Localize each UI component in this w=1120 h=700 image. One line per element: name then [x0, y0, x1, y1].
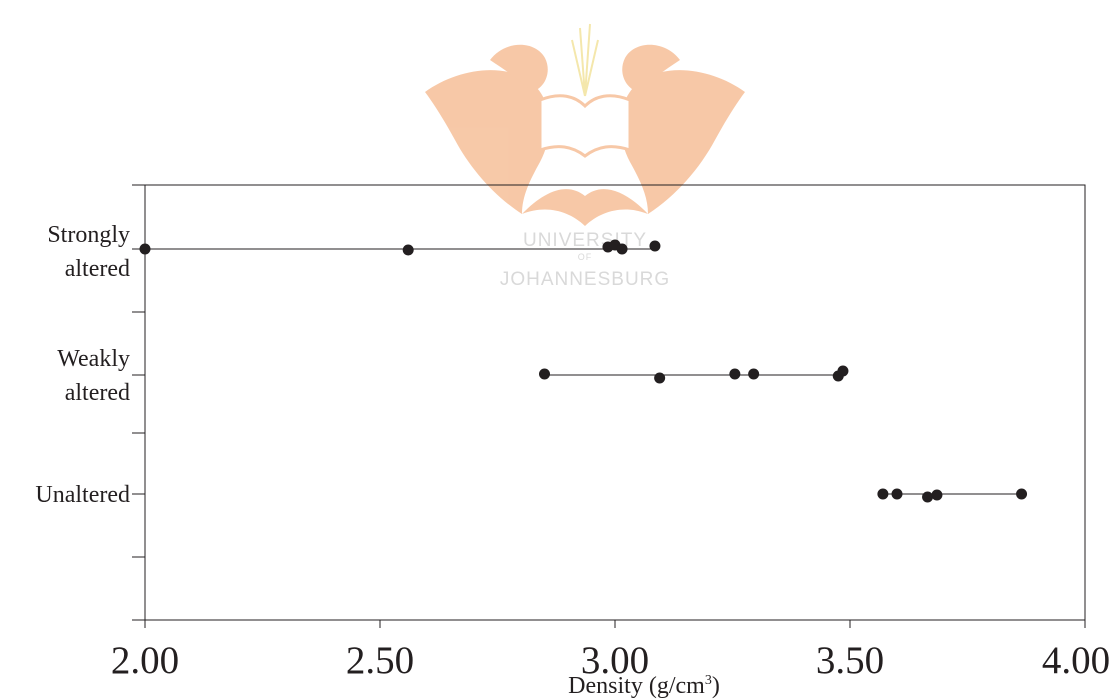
x-tick-label-3.50: 3.50 [816, 639, 884, 682]
data-point [402, 244, 414, 256]
data-point [729, 368, 741, 380]
emblem-left-wing [425, 70, 550, 214]
x-axis-title-suffix: ) [712, 673, 720, 699]
data-point [922, 491, 934, 503]
emblem-book [538, 94, 632, 158]
watermark-university-text: UNIVERSITY [523, 230, 647, 251]
data-point [891, 488, 903, 500]
data-point [837, 365, 849, 377]
data-point [654, 372, 666, 384]
category-label-strongly-line2: altered [65, 256, 130, 282]
category-labels: Strongly altered Weakly altered Unaltere… [35, 222, 130, 508]
x-tick-labels: 2.00 2.50 3.00 3.50 4.00 [111, 639, 1110, 682]
y-axis-ticks [132, 184, 145, 621]
emblem-rays [571, 23, 599, 97]
x-axis-title-superscript: 3 [705, 673, 712, 688]
x-tick-label-2.00: 2.00 [111, 639, 179, 682]
x-axis-title-main: Density (g/cm [568, 673, 705, 699]
emblem-right-head [622, 44, 680, 92]
emblem-heart-base [522, 189, 648, 226]
data-point [877, 488, 889, 500]
category-label-unaltered: Unaltered [35, 482, 130, 508]
data-point [139, 243, 151, 255]
category-label-weakly-line1: Weakly [57, 346, 130, 372]
x-axis-title: Density (g/cm3) [568, 673, 720, 699]
data-point [539, 368, 550, 380]
x-tick-label-2.50: 2.50 [346, 639, 414, 682]
data-points [139, 239, 1028, 503]
data-point [616, 243, 628, 255]
watermark-johannesburg-text: JOHANNESBURG [500, 269, 670, 290]
data-point [1016, 488, 1028, 500]
emblem-left-head [490, 44, 548, 92]
data-point [649, 240, 661, 252]
x-tick-label-4.00: 4.00 [1042, 639, 1110, 682]
category-label-weakly-line2: altered [65, 380, 130, 406]
range-lines [145, 248, 1022, 495]
category-label-strongly-line1: Strongly [47, 222, 130, 248]
x-tick-label-3.00: 3.00 [581, 639, 649, 682]
university-emblem-watermark: UNIVERSITY OF JOHANNESBURG [425, 23, 745, 290]
data-point [748, 368, 760, 380]
x-axis-ticks [144, 620, 1086, 628]
emblem-right-wing [620, 70, 745, 214]
watermark-of-text: OF [578, 252, 593, 262]
data-point [931, 489, 943, 501]
